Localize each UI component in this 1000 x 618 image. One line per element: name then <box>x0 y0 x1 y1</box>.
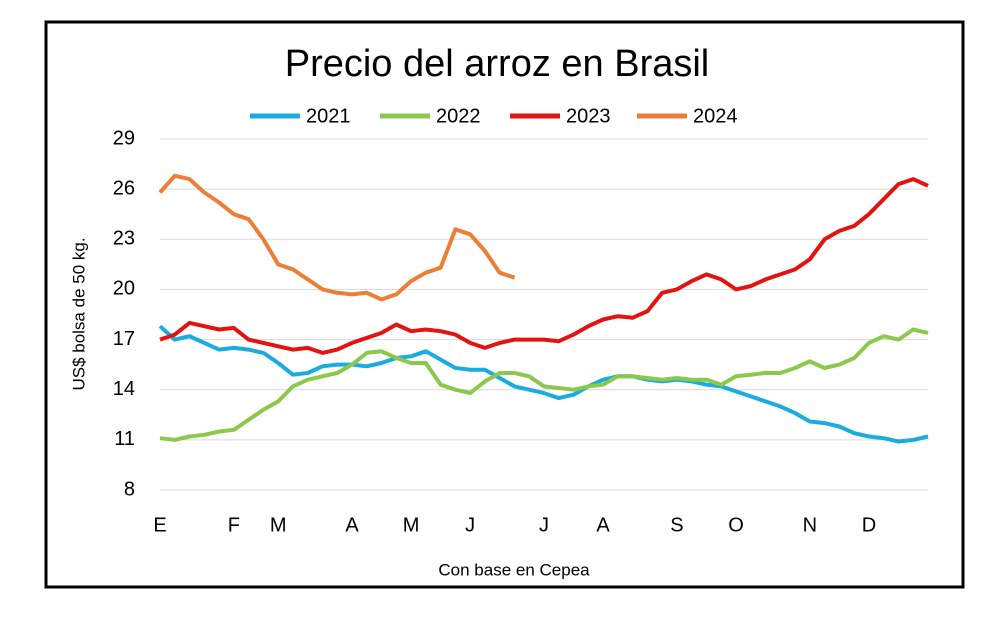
y-tick-label: 11 <box>114 428 135 450</box>
series-line <box>158 324 929 444</box>
legend-label: 2022 <box>436 105 481 127</box>
x-tick-label: M <box>403 514 420 536</box>
x-tick-label: S <box>670 514 683 536</box>
series-line <box>159 177 929 355</box>
legend-label: 2021 <box>306 105 351 127</box>
series-line <box>158 173 516 302</box>
y-tick-label: 17 <box>113 328 135 350</box>
y-tick-label: 26 <box>113 177 135 199</box>
y-tick-label: 14 <box>113 378 135 400</box>
y-tick-label: 8 <box>124 478 135 500</box>
series-line <box>159 327 929 442</box>
y-tick-label: 29 <box>113 127 135 149</box>
x-tick-label: J <box>465 514 475 536</box>
x-tick-label: O <box>728 514 744 536</box>
legend-label: 2024 <box>693 105 738 127</box>
y-axis-label: US$ bolsa de 50 kg. <box>69 237 88 390</box>
y-tick-label: 20 <box>113 278 135 300</box>
x-tick-label: A <box>345 514 359 536</box>
legend-label: 2023 <box>566 105 611 127</box>
x-axis-label: Con base en Cepea <box>438 560 590 579</box>
chart-title: Precio del arroz en Brasil <box>285 43 710 85</box>
x-tick-label: N <box>803 514 817 536</box>
x-tick-label: E <box>153 514 166 536</box>
x-tick-label: A <box>596 514 610 536</box>
chart-frame <box>44 20 965 589</box>
y-tick-label: 23 <box>113 228 135 250</box>
x-tick-label: D <box>862 514 876 536</box>
x-tick-label: F <box>228 514 240 536</box>
x-tick-label: J <box>539 514 549 536</box>
x-tick-label: M <box>270 514 287 536</box>
